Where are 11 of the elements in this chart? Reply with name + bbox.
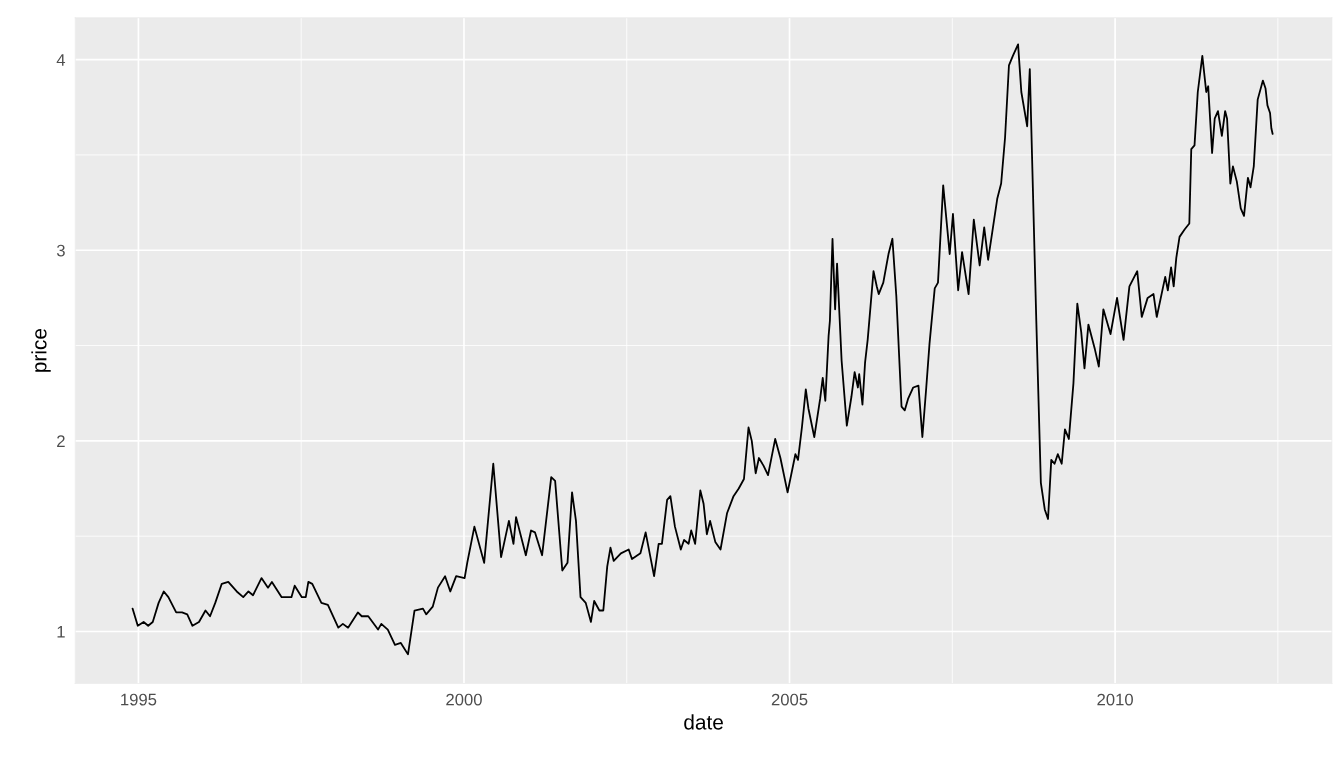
y-tick-label: 1 (57, 626, 65, 638)
x-tick-label: 2010 (1097, 693, 1133, 706)
x-tick-label: 2005 (771, 693, 808, 706)
x-axis-title: date (684, 714, 723, 730)
line-series (131, 43, 1274, 656)
y-tick-label: 3 (56, 244, 65, 257)
y-tick-label: 4 (56, 54, 66, 66)
x-tick-label: 1995 (121, 693, 157, 706)
y-axis-title: price (31, 328, 51, 372)
x-tick-label: 2000 (446, 693, 482, 706)
y-tick-label: 2 (57, 435, 65, 447)
